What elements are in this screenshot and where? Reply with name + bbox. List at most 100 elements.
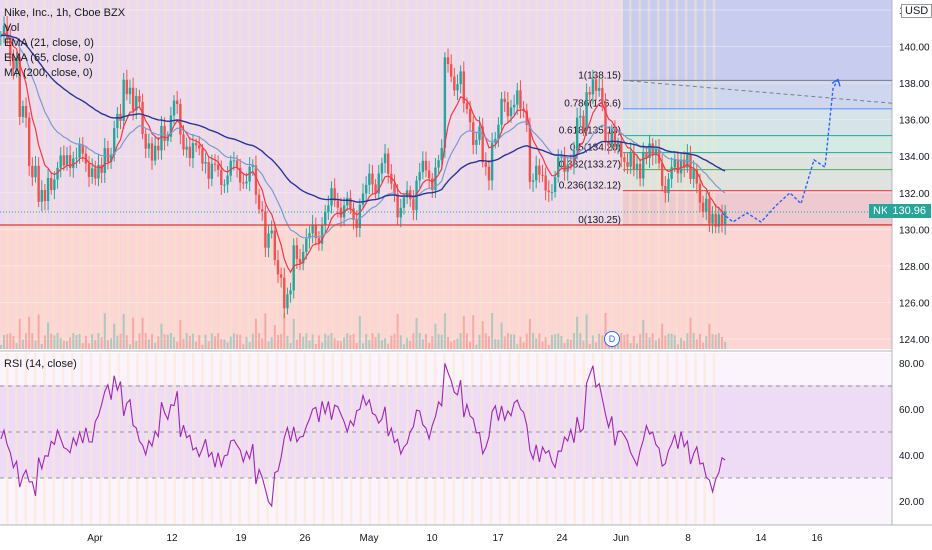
candle-body: [594, 79, 598, 91]
rsi-axis[interactable]: 20.00 40.00 60.00 80.00: [0, 359, 924, 508]
session-stripe: [498, 0, 502, 349]
volume-bar: [680, 337, 683, 349]
session-stripe: [350, 353, 353, 525]
volume-bar: [182, 338, 185, 349]
candle-body: [138, 96, 141, 102]
volume-bar: [283, 313, 286, 349]
session-stripe: [415, 0, 418, 349]
candle-body: [446, 57, 450, 65]
session-stripe: [350, 0, 353, 349]
volume-bar: [53, 335, 56, 349]
volume-bar: [18, 318, 21, 349]
candle-body: [374, 184, 377, 194]
session-stripe: [629, 353, 632, 525]
candle-body: [717, 214, 721, 227]
session-stripe: [24, 0, 28, 349]
candle-body: [34, 165, 37, 178]
candle-body: [185, 146, 188, 150]
chart-legend: Nike, Inc., 1h, Cboe BZX Vol EMA (21, cl…: [4, 6, 125, 81]
volume-bar: [371, 333, 374, 349]
time-axis[interactable]: Apr 12 19 26 May 10 17 24 Jun 8 14 16: [87, 533, 823, 544]
volume-bar: [116, 335, 119, 349]
volume-bar: [220, 339, 223, 349]
volume-bar: [717, 333, 720, 349]
session-stripe: [536, 353, 539, 525]
volume-bar: [532, 333, 535, 349]
session-stripe: [368, 353, 372, 525]
legend-ema65: EMA (65, close, 0): [4, 52, 94, 64]
session-stripe: [275, 353, 279, 525]
candle-body: [97, 164, 100, 179]
candle-body: [292, 245, 295, 291]
candle-body: [2, 25, 6, 36]
projection-path[interactable]: [721, 78, 841, 223]
candle-body: [449, 64, 453, 77]
candle-body: [503, 98, 506, 103]
session-stripe: [182, 0, 186, 349]
time-tick-label: Apr: [87, 533, 103, 544]
candle-body: [531, 180, 535, 182]
candle-body: [692, 170, 695, 179]
candle-body: [317, 238, 321, 244]
volume-bar: [261, 338, 264, 349]
candle-body: [519, 90, 522, 109]
volume-bar: [75, 335, 78, 349]
candle-body: [254, 165, 258, 195]
candle-body: [610, 129, 613, 145]
price-axis[interactable]: 124.00 126.00 128.00 130.00 132.00 134.00 136.…: [899, 6, 930, 346]
volume-bar: [72, 333, 75, 349]
volume-bar: [585, 314, 588, 349]
volume-bar: [541, 341, 544, 349]
volume-bar: [37, 314, 40, 349]
candle-body: [116, 113, 119, 129]
volume-bar: [645, 333, 648, 349]
session-stripe: [526, 0, 530, 349]
time-tick-label: 17: [492, 533, 504, 544]
rsi-tick-label: 20.00: [899, 497, 924, 508]
currency-button[interactable]: USD: [901, 4, 932, 18]
candle-body: [81, 144, 84, 154]
session-stripe: [322, 353, 325, 525]
candle-body: [125, 79, 129, 95]
volume-bar: [138, 333, 141, 349]
time-tick-label: 16: [811, 533, 823, 544]
volume-bar: [343, 337, 346, 349]
volume-bar: [84, 335, 87, 349]
candle-body: [553, 177, 557, 193]
session-stripe: [108, 0, 111, 349]
volume-bar: [270, 337, 273, 349]
volume-bar: [47, 322, 50, 349]
session-stripe: [517, 0, 520, 349]
candle-body: [150, 143, 154, 161]
session-stripe: [154, 0, 158, 349]
candle-body: [327, 205, 330, 212]
candle-body: [15, 57, 18, 70]
fib-level-label: 0(130.25): [578, 215, 621, 226]
candle-body: [472, 122, 475, 145]
candle-body: [383, 153, 387, 164]
volume-bar: [330, 333, 333, 349]
candle-body: [163, 125, 166, 141]
volume-bar: [100, 337, 103, 349]
candle-body: [465, 103, 469, 110]
candle-body: [90, 168, 94, 177]
candle-body: [201, 148, 204, 164]
volume-bar: [453, 339, 456, 349]
volume-bar: [676, 344, 679, 349]
candle-body: [166, 136, 169, 141]
volume-bar: [550, 334, 553, 349]
volume-bar: [456, 338, 459, 349]
volume-bar: [591, 335, 594, 349]
candle-body: [176, 100, 179, 104]
session-stripe: [461, 353, 465, 525]
session-stripe: [703, 353, 706, 525]
volume-bar: [157, 336, 160, 349]
session-stripe: [229, 353, 232, 525]
time-tick-label: 12: [166, 533, 178, 544]
volume-bar: [654, 340, 657, 349]
dividend-badge[interactable]: D: [604, 331, 620, 347]
volume-bar: [176, 341, 179, 349]
volume-bar: [103, 313, 106, 349]
candle-body: [705, 198, 708, 212]
